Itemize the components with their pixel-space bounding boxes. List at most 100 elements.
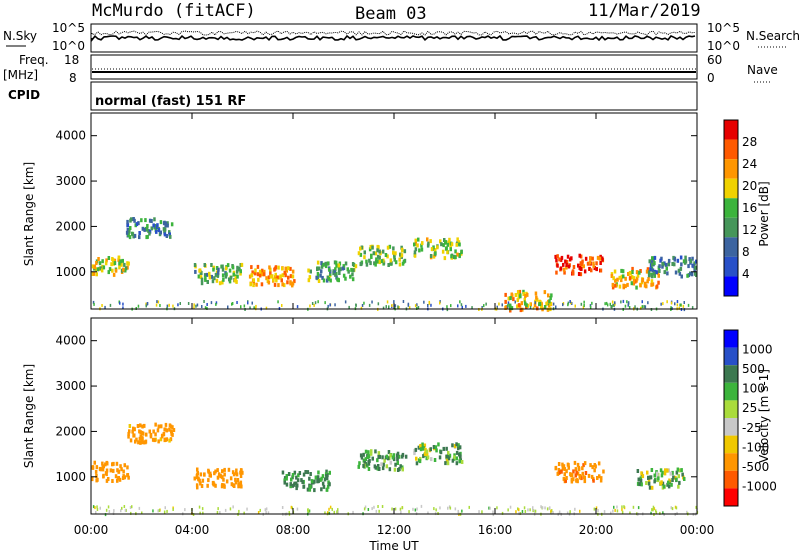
ground-scatter-cell	[516, 305, 518, 308]
ground-scatter-cell	[507, 303, 509, 307]
scatter-cell-8	[556, 263, 559, 268]
scatter-cell-2	[239, 269, 242, 274]
scatter-cell-1	[164, 422, 168, 427]
ground-scatter-cell	[236, 301, 238, 304]
ground-scatter-cell	[534, 301, 536, 305]
scatter-cell-2	[223, 472, 226, 477]
scatter-cell-2	[239, 271, 242, 276]
scatter-cell-9	[626, 282, 629, 287]
scatter-cell-1	[169, 424, 173, 429]
scatter-cell-6	[554, 465, 558, 470]
ground-scatter-cell	[317, 300, 319, 304]
scatter-cell-5	[451, 443, 454, 448]
scatter-cell-7	[547, 293, 550, 298]
scatter-cell-2	[231, 265, 235, 270]
scatter-cell-8	[588, 266, 591, 271]
x-tick-label: 12:00	[377, 523, 412, 537]
scatter-cell-0	[111, 479, 114, 483]
velocity-colorbar-tick-label: -500	[742, 460, 769, 474]
ground-scatter-cell	[386, 300, 389, 304]
ground-scatter-cell	[101, 304, 103, 307]
ground-scatter-cell	[683, 301, 685, 304]
scatter-cell-2	[195, 473, 199, 478]
scatter-cell-5	[363, 250, 366, 255]
ground-scatter-cell	[430, 303, 432, 307]
velocity-colorbar-tick-label: 1000	[742, 343, 773, 357]
ground-scatter-cell	[104, 305, 106, 309]
scatter-cell-3	[289, 482, 292, 487]
scatter-cell-6	[583, 479, 586, 484]
scatter-cell-5	[368, 258, 371, 263]
scatter-cell-0	[121, 476, 125, 480]
scatter-cell-6	[414, 241, 417, 246]
scatter-cell-10	[689, 271, 692, 276]
ground-scatter-cell	[428, 301, 431, 305]
scatter-cell-5	[377, 245, 380, 250]
scatter-cell-5	[375, 257, 378, 262]
scatter-cell-2	[212, 267, 215, 272]
ground-scatter-cell	[371, 300, 373, 304]
ground-scatter-cell	[364, 505, 367, 509]
scatter-cell-7	[677, 484, 680, 489]
scatter-cell-4	[393, 467, 397, 472]
scatter-cell-2	[239, 474, 243, 478]
scatter-cell-6	[454, 249, 457, 254]
scatter-cell-3	[257, 277, 260, 282]
scatter-cell-0	[117, 257, 120, 262]
scatter-cell-4	[369, 451, 373, 456]
ground-scatter-cell	[562, 303, 564, 307]
scatter-cell-2	[239, 483, 242, 488]
ground-scatter-cell	[676, 300, 679, 303]
scatter-cell-4	[397, 468, 400, 472]
scatter-cell-4	[381, 466, 385, 471]
ground-scatter-cell	[377, 505, 379, 508]
scatter-cell-7	[636, 469, 640, 473]
scatter-cell-4	[309, 269, 312, 274]
ground-scatter-cell	[361, 304, 364, 307]
scatter-cell-7	[666, 468, 669, 473]
scatter-cell-8	[562, 262, 565, 267]
scatter-cell-4	[346, 267, 349, 272]
ground-scatter-cell	[307, 508, 309, 512]
ground-scatter-cell	[107, 505, 110, 509]
ground-scatter-cell	[363, 507, 366, 511]
scatter-cell-3	[286, 280, 289, 285]
scatter-cell-2	[206, 280, 209, 284]
scatter-cell-10	[661, 264, 664, 269]
scatter-cell-4	[380, 462, 383, 467]
ground-scatter-cell	[414, 304, 417, 308]
scatter-cell-9	[656, 271, 660, 275]
scatter-cell-7	[540, 304, 543, 309]
scatter-cell-4	[387, 450, 391, 454]
ground-scatter-cell	[459, 300, 461, 304]
scatter-cell-3	[274, 272, 277, 277]
ground-scatter-cell	[485, 302, 487, 306]
ground-scatter-cell	[95, 511, 97, 514]
ground-scatter-cell	[532, 507, 534, 511]
ground-scatter-cell	[498, 302, 500, 306]
ground-scatter-cell	[660, 302, 662, 306]
scatter-cell-1	[132, 426, 135, 431]
ground-scatter-cell	[655, 511, 658, 514]
scatter-cell-1	[170, 222, 174, 227]
ground-scatter-cell	[662, 302, 664, 306]
ground-scatter-cell	[647, 301, 649, 305]
ground-scatter-cell	[627, 303, 629, 307]
scatter-cell-2	[236, 265, 239, 270]
scatter-cell-10	[684, 255, 687, 260]
scatter-cell-10	[649, 267, 652, 272]
scatter-cell-5	[423, 452, 427, 456]
ground-scatter-cell	[166, 304, 169, 308]
scatter-cell-9	[635, 270, 639, 275]
scatter-cell-3	[283, 283, 286, 288]
scatter-cell-10	[673, 257, 676, 262]
scatter-cell-8	[601, 257, 604, 262]
ground-scatter-cell	[96, 508, 99, 511]
scatter-cell-5	[402, 259, 406, 264]
ground-scatter-cell	[446, 308, 449, 312]
ground-scatter-cell	[99, 506, 101, 510]
ground-scatter-cell	[277, 300, 279, 304]
ground-scatter-cell	[394, 507, 397, 511]
scatter-cell-2	[226, 263, 230, 268]
scatter-cell-9	[611, 285, 615, 290]
